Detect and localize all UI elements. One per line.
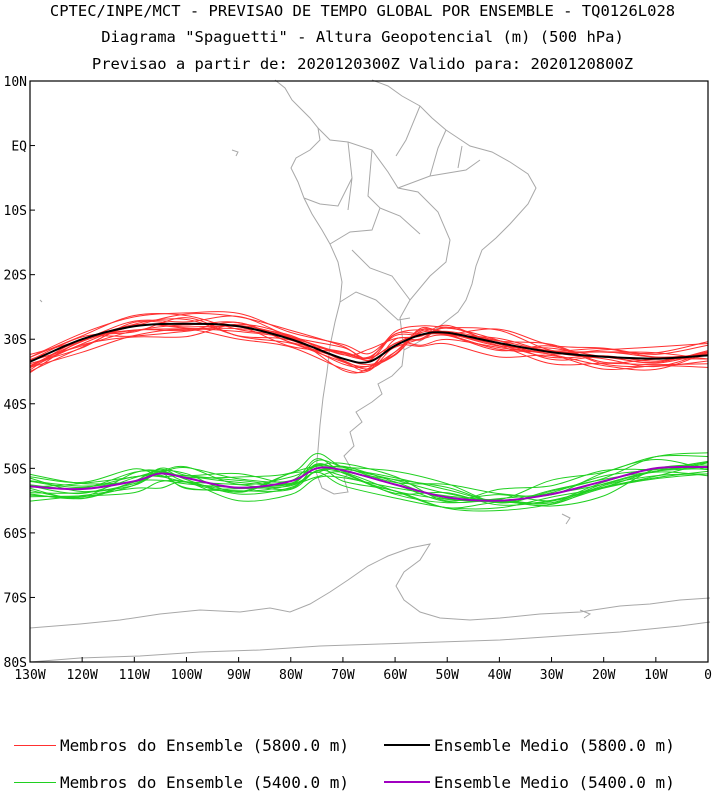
lat-label: EQ — [11, 140, 27, 155]
ensemble-member-line — [29, 466, 709, 510]
latitude-labels: 10N EQ 10S 20S 30S 40S 50S 60S 70S 80S — [4, 75, 28, 671]
antarctica-coastline — [29, 543, 711, 663]
legend-label: Membros do Ensemble (5400.0 m) — [60, 772, 349, 792]
ensemble-member-line — [29, 462, 709, 502]
lat-label: 60S — [4, 527, 27, 542]
chart-title-line-1: CPTEC/INPE/MCT - PREVISAO DE TEMPO GLOBA… — [49, 2, 676, 20]
lon-label: 130W — [14, 668, 45, 683]
chart-title-line-3: Previsao a partir de: 2020120300Z Valido… — [91, 55, 634, 73]
lon-label: 50W — [435, 668, 459, 683]
lat-label: 30S — [4, 333, 27, 348]
longitude-labels: 130W 120W 110W 100W 90W 80W 70W 60W 50W 40W 30W 20W… — [14, 668, 712, 683]
legend-item: Ensemble Medio (5800.0 m) — [384, 735, 675, 755]
lon-label: 90W — [227, 668, 251, 683]
lat-label: 70S — [4, 591, 27, 606]
axis-ticks — [29, 80, 709, 663]
lon-label: 100W — [171, 668, 202, 683]
lat-label: 40S — [4, 398, 27, 413]
lon-label: 120W — [66, 668, 97, 683]
chart-title-line-2: Diagrama "Spaguetti" - Altura Geopotenci… — [101, 28, 624, 46]
lon-label: 10W — [644, 668, 668, 683]
legend-item: Membros do Ensemble (5800.0 m) — [14, 735, 349, 755]
lat-label: 10N — [4, 75, 27, 90]
legend-swatch — [14, 781, 56, 783]
south-georgia-coastline — [561, 513, 571, 525]
ensemble-mean-line — [29, 465, 709, 502]
south-america-coastline — [274, 79, 537, 495]
legend-swatch — [384, 744, 430, 746]
lon-label: 70W — [331, 668, 355, 683]
lon-label: 30W — [540, 668, 564, 683]
map-frame — [29, 80, 709, 663]
legend-swatch — [384, 781, 430, 783]
lat-label: 20S — [4, 269, 27, 284]
lat-label: 80S — [4, 656, 27, 671]
lon-label: 110W — [119, 668, 150, 683]
ensemble-member-line — [29, 311, 709, 358]
coastline-layer — [29, 79, 711, 663]
islands-coastline — [39, 149, 592, 619]
legend-label: Membros do Ensemble (5800.0 m) — [60, 735, 349, 755]
legend-item: Membros do Ensemble (5400.0 m) — [14, 772, 349, 792]
lon-label: 80W — [279, 668, 303, 683]
country-borders — [303, 105, 481, 351]
lat-label: 50S — [4, 462, 27, 477]
ensemble-member-line — [29, 464, 709, 507]
lon-label: 20W — [592, 668, 616, 683]
ensemble-mean-line — [29, 322, 709, 364]
legend-swatch — [14, 744, 56, 746]
legend-item: Ensemble Medio (5400.0 m) — [384, 772, 675, 792]
lon-label: 60W — [383, 668, 407, 683]
legend-label: Ensemble Medio (5400.0 m) — [434, 772, 675, 792]
ensemble-member-line — [29, 315, 709, 359]
lat-label: 10S — [4, 204, 27, 219]
legend-label: Ensemble Medio (5800.0 m) — [434, 735, 675, 755]
ensemble-member-line — [29, 328, 709, 374]
ensemble-member-line — [29, 318, 709, 372]
lon-label: 0 — [704, 668, 712, 683]
ensemble-mean-lines — [29, 322, 709, 502]
ensemble-member-line — [29, 452, 709, 504]
ensemble-member-line — [29, 471, 709, 509]
lon-label: 40W — [488, 668, 512, 683]
